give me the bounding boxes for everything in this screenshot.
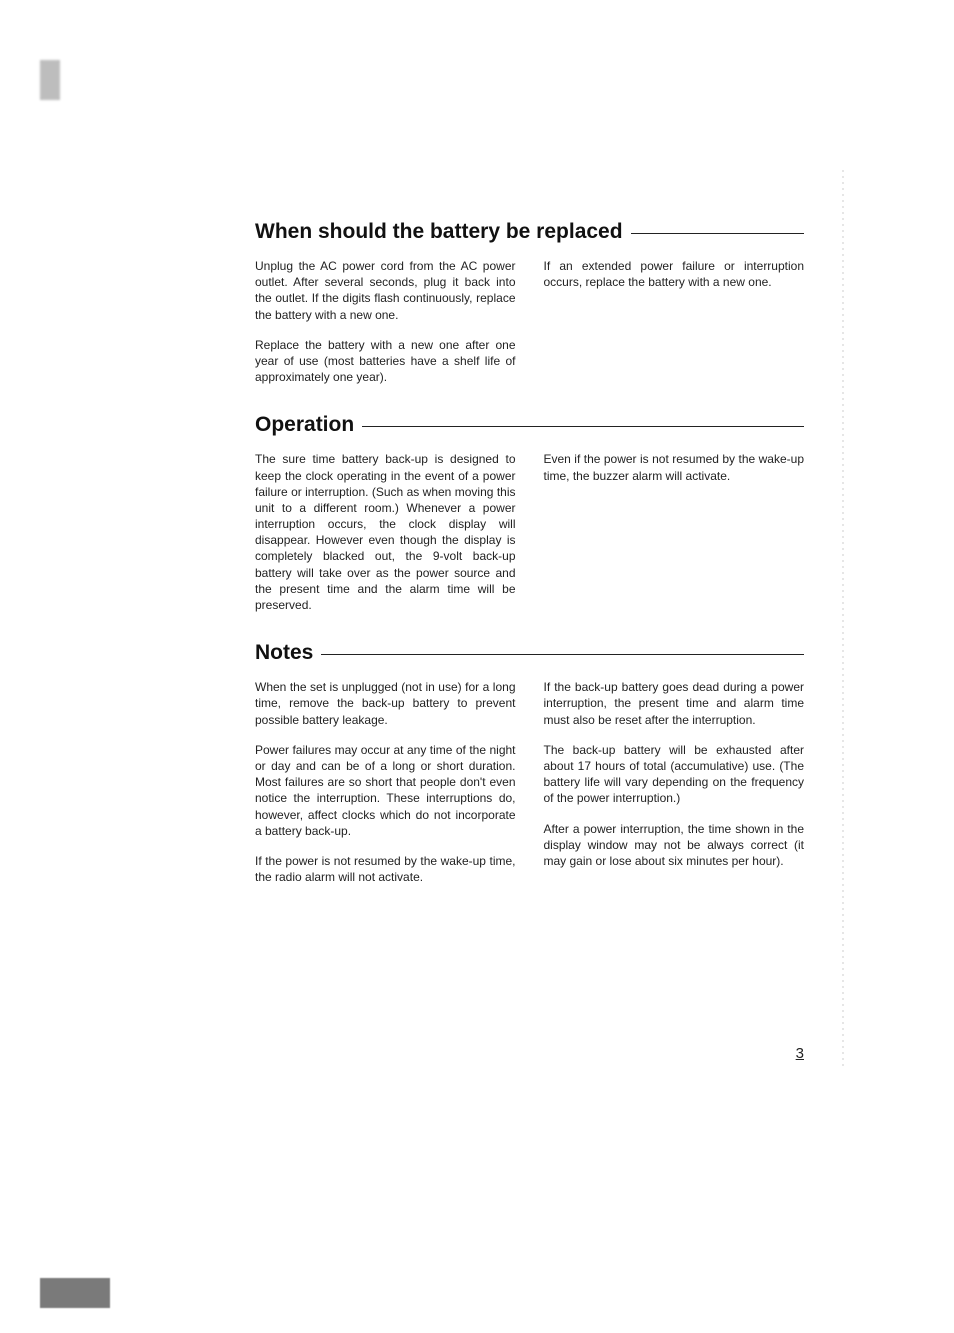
column-left: Unplug the AC power cord from the AC pow… <box>255 258 516 385</box>
section-columns: When the set is unplugged (not in use) f… <box>255 679 804 885</box>
heading-rule <box>362 426 804 427</box>
manual-page: When should the battery be replaced Unpl… <box>0 0 954 1333</box>
body-paragraph: Replace the battery with a new one after… <box>255 337 516 386</box>
column-right: Even if the power is not resumed by the … <box>544 451 805 613</box>
section-columns: The sure time battery back-up is designe… <box>255 451 804 613</box>
body-paragraph: Even if the power is not resumed by the … <box>544 451 805 483</box>
body-paragraph: The sure time battery back-up is designe… <box>255 451 516 613</box>
body-paragraph: The back-up battery will be exhausted af… <box>544 742 805 807</box>
body-paragraph: When the set is unplugged (not in use) f… <box>255 679 516 728</box>
body-paragraph: Power failures may occur at any time of … <box>255 742 516 839</box>
scan-artifact <box>842 170 844 1070</box>
column-right: If the back-up battery goes dead during … <box>544 679 805 885</box>
column-left: When the set is unplugged (not in use) f… <box>255 679 516 885</box>
page-number: 3 <box>796 1045 804 1062</box>
column-right: If an extended power failure or interrup… <box>544 258 805 385</box>
scan-artifact <box>40 1278 110 1308</box>
heading-text: When should the battery be replaced <box>255 220 631 244</box>
heading-text: Notes <box>255 641 321 665</box>
scan-artifact <box>40 60 60 100</box>
body-paragraph: Unplug the AC power cord from the AC pow… <box>255 258 516 323</box>
section-battery-replace: When should the battery be replaced Unpl… <box>255 220 804 385</box>
body-paragraph: If an extended power failure or interrup… <box>544 258 805 290</box>
section-heading: Operation <box>255 413 804 437</box>
section-notes: Notes When the set is unplugged (not in … <box>255 641 804 885</box>
heading-rule <box>321 654 804 655</box>
column-left: The sure time battery back-up is designe… <box>255 451 516 613</box>
body-paragraph: After a power interruption, the time sho… <box>544 821 805 870</box>
heading-text: Operation <box>255 413 362 437</box>
section-operation: Operation The sure time battery back-up … <box>255 413 804 613</box>
section-heading: Notes <box>255 641 804 665</box>
heading-rule <box>631 233 804 234</box>
section-columns: Unplug the AC power cord from the AC pow… <box>255 258 804 385</box>
section-heading: When should the battery be replaced <box>255 220 804 244</box>
body-paragraph: If the back-up battery goes dead during … <box>544 679 805 728</box>
body-paragraph: If the power is not resumed by the wake-… <box>255 853 516 885</box>
